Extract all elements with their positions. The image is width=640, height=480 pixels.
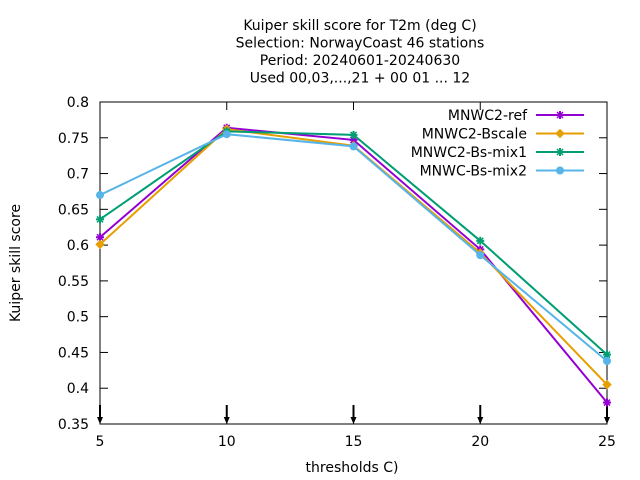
data-point [349,142,358,151]
series-lines [95,123,612,407]
axes: 0.35 0.4 0.45 0.5 0.55 0.6 0.65 0.7 0.75 0.8 5 10 15… [58,95,616,450]
threshold-marker-head [350,417,357,424]
legend-marker [555,128,565,139]
x-tick-label: 20 [471,434,489,450]
y-tick-label: 0.5 [67,310,89,326]
marker-stroke [96,233,104,241]
threshold-marker-head [223,417,230,424]
y-tick-label: 0.65 [58,202,89,218]
legend-marker [556,148,564,156]
y-tick-label: 0.8 [67,95,89,111]
legend-marker [556,111,564,119]
y-tick-label: 0.7 [67,167,89,183]
legend-label: MNWC2-Bs-mix1 [411,145,527,161]
legend-marker [556,166,564,175]
marker-stroke [556,148,564,156]
title-line-3: Period: 20240601-20240630 [260,53,460,69]
x-axis-label: thresholds C) [306,460,399,476]
legend-label: MNWC2-Bscale [422,127,527,143]
data-point [95,239,105,250]
y-tick-label: 0.55 [58,274,89,290]
marker-stroke [556,111,564,119]
data-point [96,233,104,242]
data-point [96,191,104,200]
x-tick-label: 10 [218,434,236,450]
marker-stroke [603,399,611,407]
y-axis-label: Kuiper skill score [8,204,24,322]
y-tick-label: 0.75 [58,131,89,147]
title-line-1: Kuiper skill score for T2m (deg C) [243,18,476,34]
title-line-4: Used 00,03,...,21 + 00 01 ... 12 [250,71,470,87]
data-point [476,236,485,245]
data-point [603,350,611,359]
x-tick-label: 15 [345,434,363,450]
data-point [222,130,231,139]
data-point [602,379,612,390]
x-tick-label: 25 [598,434,616,450]
data-point [96,215,104,224]
y-tick-label: 0.6 [67,238,89,254]
marker-stroke [349,131,358,139]
data-point [603,357,611,366]
series-line-1 [99,126,608,404]
x-tick-label: 5 [96,434,105,450]
legend-label: MNWC2-ref [448,108,528,124]
data-point [476,251,485,260]
series-line-3 [99,130,608,356]
y-tick-label: 0.45 [58,345,89,361]
y-tick-label: 0.4 [67,381,89,397]
series-line-4 [99,133,608,362]
data-point [349,130,358,139]
marker-stroke [476,237,484,245]
threshold-marker-head [604,417,610,424]
data-point [603,398,611,407]
y-tick-label: 0.35 [58,417,89,433]
legend-label: MNWC-Bs-mix2 [420,164,527,180]
marker-stroke [96,215,104,223]
marker-stroke [603,351,611,359]
legend: MNWC2-ref MNWC2-Bscale MNWC2-Bs-mix1 MNWC-B… [411,108,584,180]
title-line-2: Selection: NorwayCoast 46 stations [236,36,485,52]
chart-title: Kuiper skill score for T2m (deg C) Select… [236,18,485,87]
threshold-marker-head [97,417,103,424]
threshold-marker-head [477,417,484,424]
